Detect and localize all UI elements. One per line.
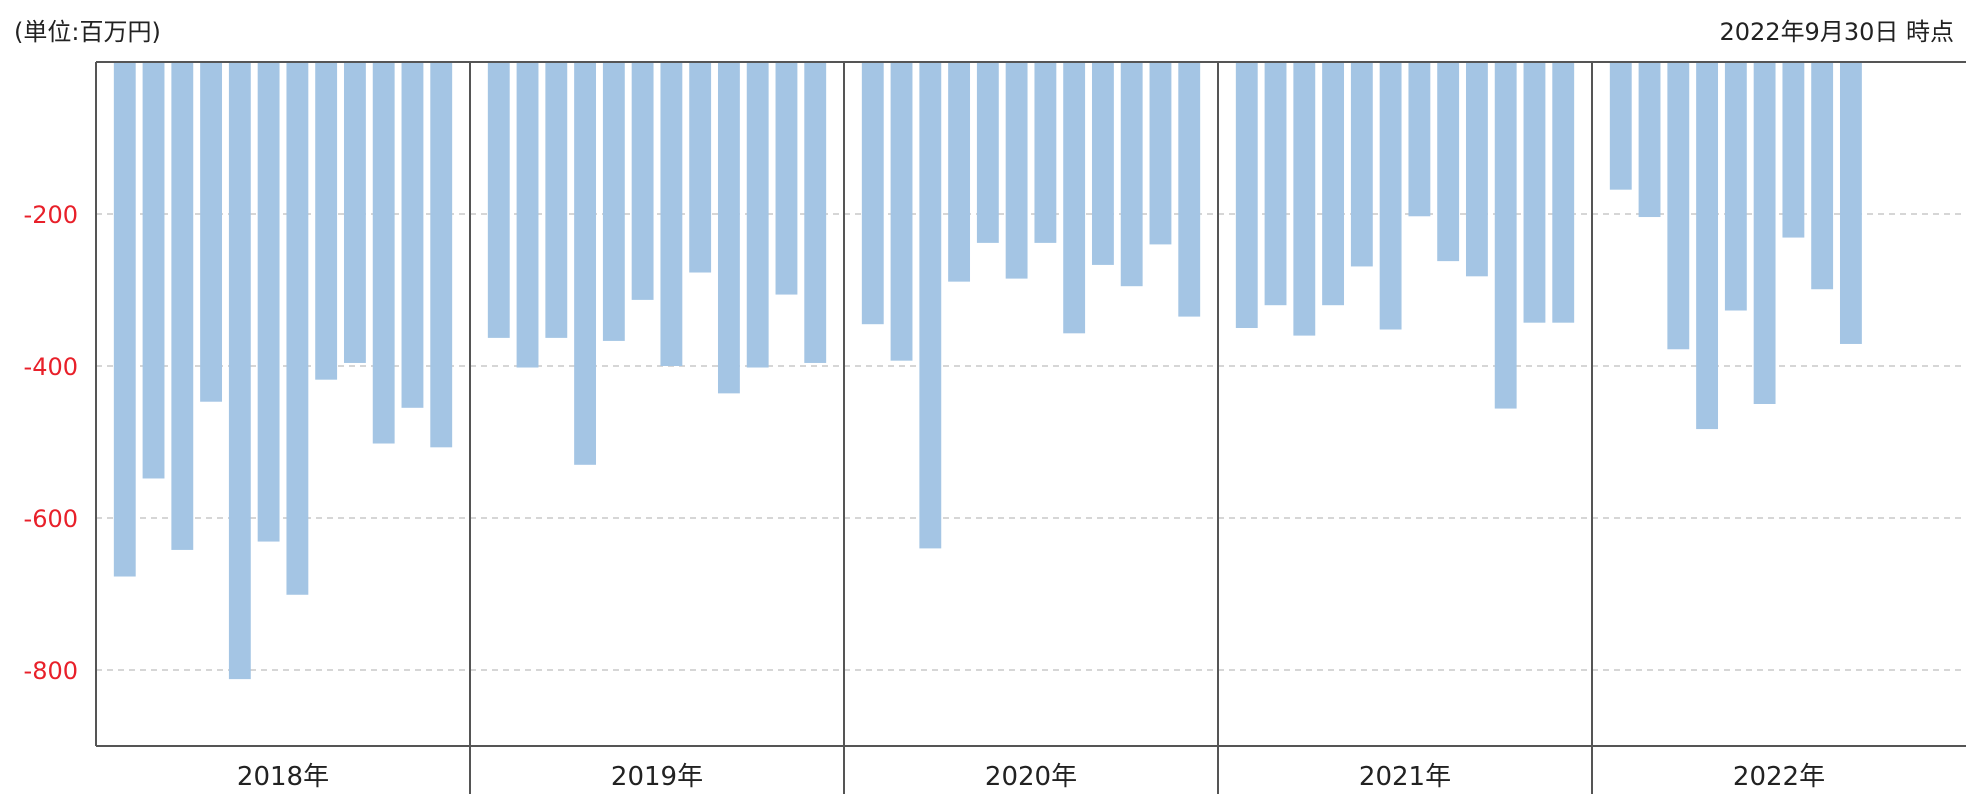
bar (171, 62, 194, 550)
y-tick-label: -200 (24, 201, 78, 229)
bar (545, 62, 568, 338)
bar (1523, 62, 1546, 323)
bar (1235, 62, 1258, 328)
x-group-label: 2019年 (611, 762, 703, 792)
bar (228, 62, 251, 680)
bar (516, 62, 539, 368)
bar (142, 62, 165, 479)
bar (689, 62, 712, 273)
bar (746, 62, 769, 368)
bar (401, 62, 424, 408)
bar (574, 62, 597, 465)
bar (861, 62, 884, 325)
bar (976, 62, 999, 243)
bar (1149, 62, 1172, 245)
bars (113, 62, 1862, 680)
x-group-labels: 2018年 2019年 2020年 2021年 2022年 (237, 762, 1825, 792)
bar (1724, 62, 1747, 311)
bar (631, 62, 654, 300)
bar (286, 62, 309, 595)
bar (1753, 62, 1776, 404)
x-group-label: 2020年 (985, 762, 1077, 792)
bar (1494, 62, 1517, 409)
bar (1293, 62, 1316, 336)
bar (1552, 62, 1575, 323)
bar (487, 62, 510, 338)
bar (1350, 62, 1373, 267)
bar (919, 62, 942, 549)
bar (1465, 62, 1488, 277)
bar (343, 62, 366, 363)
bar (1437, 62, 1460, 262)
y-tick-label: -400 (24, 353, 78, 381)
bar (113, 62, 136, 577)
bar (602, 62, 625, 341)
bar (315, 62, 338, 380)
bar (372, 62, 395, 444)
bar (1696, 62, 1719, 430)
bar (1782, 62, 1805, 238)
bar (1063, 62, 1086, 334)
bar (1005, 62, 1028, 279)
bar (257, 62, 280, 542)
bar (1638, 62, 1661, 218)
bar (1667, 62, 1690, 350)
bar (430, 62, 453, 448)
bar (1034, 62, 1057, 243)
x-group-label: 2021年 (1359, 762, 1451, 792)
bar (1811, 62, 1834, 290)
bar (1264, 62, 1287, 306)
bar (1091, 62, 1114, 265)
bar (890, 62, 913, 361)
bar (1408, 62, 1431, 217)
as-of-date-label: 2022年9月30日 時点 (1719, 18, 1954, 46)
bar (200, 62, 223, 402)
bar (804, 62, 827, 363)
bar (660, 62, 683, 366)
bar (1839, 62, 1862, 344)
unit-label: (単位:百万円) (14, 18, 161, 46)
bar (775, 62, 798, 295)
y-tick-label: -600 (24, 505, 78, 533)
x-group-label: 2022年 (1733, 762, 1825, 792)
bar (1120, 62, 1143, 287)
bar (1609, 62, 1632, 190)
bar (717, 62, 740, 394)
bar (948, 62, 971, 282)
bar (1379, 62, 1402, 330)
axes (95, 61, 1966, 794)
x-group-label: 2018年 (237, 762, 329, 792)
bar (1322, 62, 1345, 306)
bar (1178, 62, 1201, 317)
y-tick-labels: -200 -400 -600 -800 (24, 201, 78, 685)
y-tick-label: -800 (24, 657, 78, 685)
